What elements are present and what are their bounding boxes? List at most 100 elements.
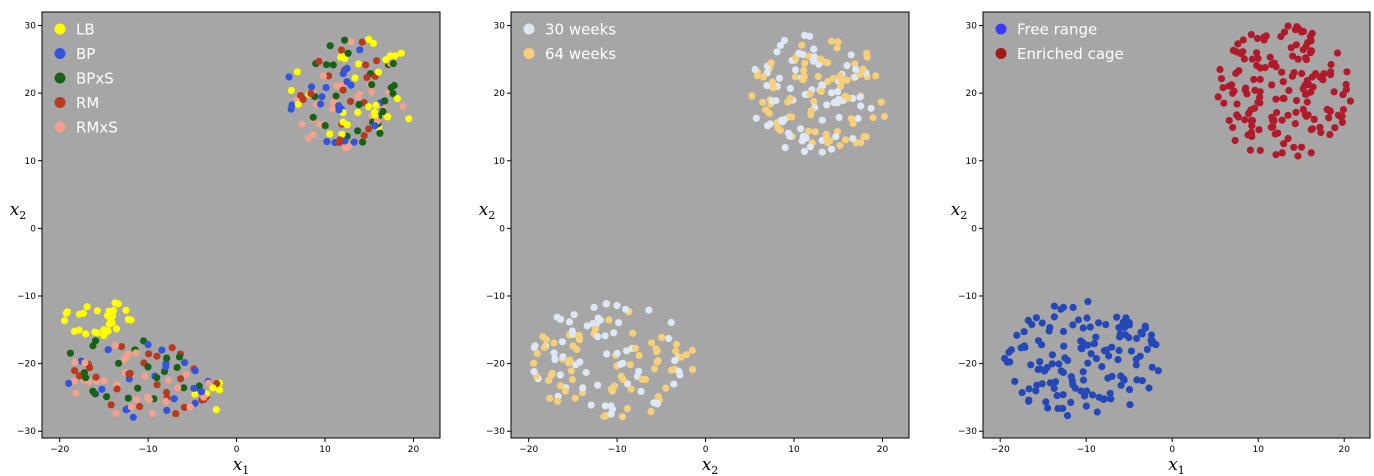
data-point	[877, 98, 886, 106]
data-point	[559, 353, 567, 361]
data-point	[1312, 70, 1320, 78]
data-point	[1297, 143, 1306, 151]
data-point	[1005, 348, 1013, 356]
data-point	[623, 347, 631, 355]
data-point	[1279, 94, 1287, 103]
data-point	[1301, 81, 1309, 89]
data-point	[753, 72, 762, 80]
data-point	[1325, 114, 1333, 122]
data-point	[1034, 365, 1042, 374]
data-point	[1113, 313, 1121, 321]
data-point	[369, 39, 377, 47]
data-point	[1294, 152, 1302, 160]
data-point	[215, 386, 224, 394]
data-point	[1217, 75, 1226, 83]
data-point	[136, 402, 144, 411]
data-point	[1133, 334, 1141, 342]
data-point	[829, 74, 838, 82]
data-point	[768, 78, 777, 86]
data-point	[773, 48, 781, 56]
data-point	[332, 92, 340, 100]
data-point	[645, 306, 653, 314]
data-point	[108, 319, 116, 327]
data-point	[333, 82, 341, 90]
data-point	[1248, 55, 1256, 63]
data-point	[847, 115, 855, 123]
data-point	[100, 326, 108, 334]
data-point	[376, 129, 384, 137]
data-point	[805, 52, 813, 60]
data-point	[667, 366, 676, 374]
data-point	[688, 346, 697, 354]
legend: 30 weeks 64 weeks	[523, 21, 616, 63]
data-point	[613, 301, 621, 310]
data-point	[607, 410, 615, 418]
data-point	[389, 90, 397, 98]
data-point	[844, 94, 852, 102]
legend-label: BP	[76, 45, 95, 63]
y-tick-label: −10	[17, 292, 36, 302]
data-point	[1079, 324, 1087, 332]
data-point	[339, 70, 347, 78]
data-point	[1011, 377, 1019, 385]
data-point	[350, 138, 358, 146]
data-point	[806, 143, 814, 151]
data-point	[359, 138, 367, 146]
data-point	[1092, 355, 1100, 363]
data-point	[1069, 303, 1077, 311]
data-point	[1127, 347, 1136, 355]
data-point	[285, 73, 293, 81]
data-point	[405, 115, 413, 123]
data-point	[104, 346, 112, 354]
data-point	[338, 130, 346, 138]
data-point	[811, 128, 819, 136]
data-point	[786, 132, 794, 140]
data-point	[1042, 398, 1050, 406]
data-point	[583, 322, 591, 330]
data-point	[807, 111, 815, 119]
data-point	[1266, 53, 1274, 61]
data-point	[1248, 122, 1256, 130]
data-point	[92, 337, 100, 345]
data-point	[857, 139, 865, 147]
x-tick-label: 20	[1338, 445, 1350, 455]
x-tick-label: 20	[877, 445, 889, 455]
data-point	[1303, 98, 1311, 106]
data-point	[1143, 345, 1151, 353]
data-point	[1342, 80, 1350, 89]
data-point	[769, 84, 777, 92]
data-point	[1041, 367, 1049, 375]
data-point	[576, 358, 584, 366]
data-point	[775, 74, 784, 82]
data-point	[329, 61, 337, 69]
data-point	[1219, 84, 1227, 92]
data-point	[545, 376, 553, 384]
data-point	[163, 354, 171, 362]
data-point	[579, 384, 587, 392]
data-point	[1102, 321, 1110, 329]
data-point	[65, 379, 73, 387]
data-point	[590, 303, 598, 311]
data-point	[1046, 379, 1054, 387]
data-point	[638, 375, 646, 383]
data-point	[658, 333, 666, 341]
data-point	[354, 93, 362, 101]
data-point	[93, 329, 101, 337]
data-point	[347, 81, 355, 89]
data-point	[341, 36, 349, 44]
legend-label: Enriched cage	[1017, 45, 1124, 63]
data-point	[859, 65, 867, 73]
data-point	[1280, 140, 1288, 148]
data-point	[124, 315, 132, 323]
y-tick-label: −20	[486, 360, 505, 370]
data-point	[372, 57, 381, 65]
data-point	[326, 130, 334, 138]
data-point	[827, 37, 836, 45]
data-point	[145, 350, 153, 358]
data-point	[767, 59, 775, 67]
data-point	[1050, 313, 1058, 321]
data-point	[670, 380, 678, 388]
x-tick-label: 0	[703, 445, 709, 455]
data-point	[336, 136, 344, 144]
data-point	[637, 387, 645, 395]
